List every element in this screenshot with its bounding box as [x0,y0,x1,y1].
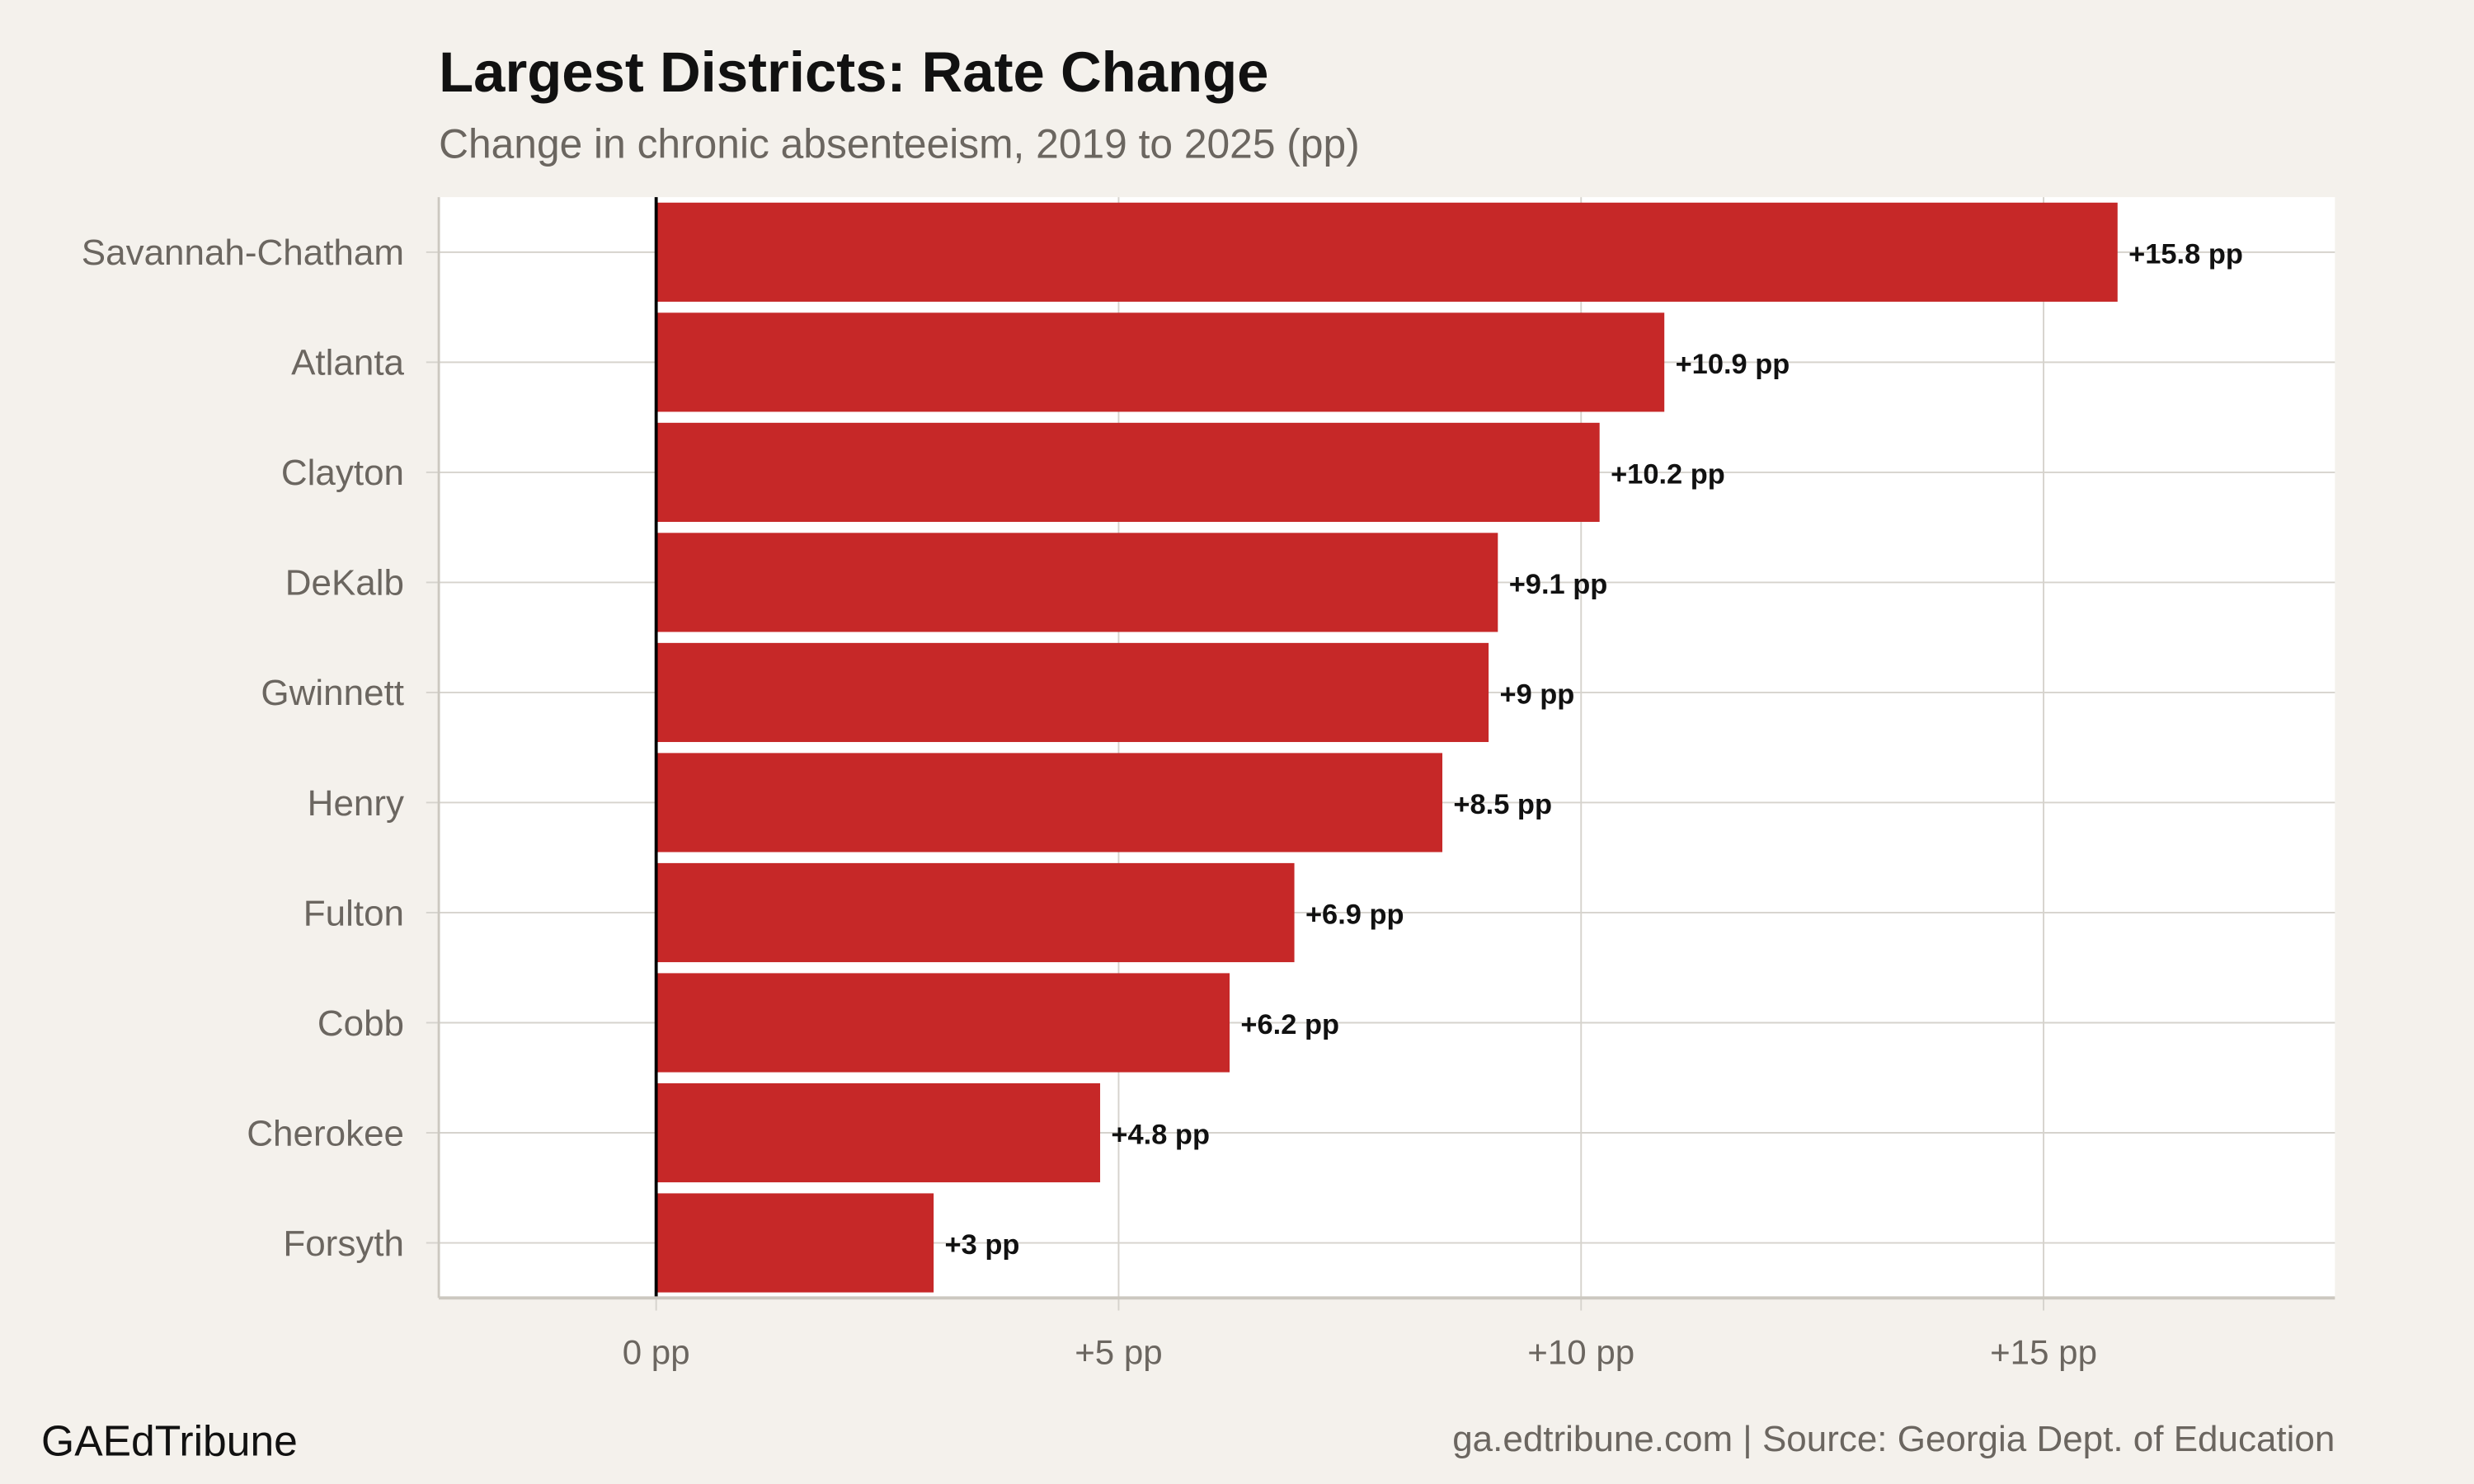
y-tick-label: Atlanta [291,343,404,383]
y-tick-label: Cherokee [247,1113,404,1153]
data-label: +9.1 pp [1509,569,1608,600]
data-label: +9 pp [1499,679,1574,710]
y-tick-label: Henry [308,783,404,824]
data-label: +10.9 pp [1676,349,1790,380]
bar [656,533,1498,632]
chart-subtitle: Change in chronic absenteeism, 2019 to 2… [439,120,1360,167]
x-tick-label: +15 pp [1990,1333,2097,1372]
chart-title: Largest Districts: Rate Change [439,40,1268,104]
y-tick-label: Cobb [317,1003,404,1044]
bar [656,642,1489,743]
y-tick-label: Fulton [303,893,404,933]
y-tick-label: Gwinnett [261,673,404,713]
bar [656,862,1295,963]
y-tick-label: Clayton [281,453,404,493]
y-tick-label: DeKalb [285,563,404,603]
data-label: +15.8 pp [2128,238,2243,270]
x-tick-label: 0 pp [623,1333,690,1372]
bar [656,1082,1101,1183]
y-tick-label: Savannah-Chatham [82,232,404,273]
data-label: +4.8 pp [1111,1119,1210,1150]
bar [656,312,1665,412]
bar [656,1193,934,1293]
x-tick-label: +5 pp [1075,1333,1162,1372]
data-label: +6.2 pp [1240,1009,1339,1040]
bar [656,422,1600,522]
data-label: +6.9 pp [1305,899,1404,930]
footer-source: ga.edtribune.com | Source: Georgia Dept.… [1452,1419,2335,1459]
bar [656,973,1230,1073]
footer-brand: GAEdTribune [41,1417,298,1465]
bar [656,753,1443,852]
data-label: +10.2 pp [1611,458,1725,490]
data-label: +8.5 pp [1453,789,1552,820]
bar [656,202,2118,302]
data-label: +3 pp [945,1229,1020,1261]
x-tick-label: +10 pp [1527,1333,1634,1372]
y-tick-label: Forsyth [283,1223,404,1264]
